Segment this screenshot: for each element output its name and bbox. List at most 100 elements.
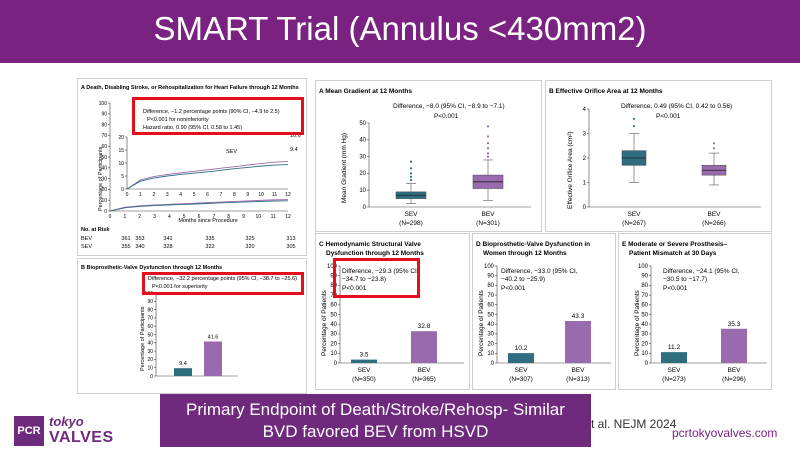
logo-word-tokyo: tokyo bbox=[49, 414, 84, 429]
a-main-y-tick-label: 10 bbox=[101, 198, 107, 204]
c-y-tick-label: 60 bbox=[330, 303, 337, 309]
mg-y-tick-label: 10 bbox=[359, 188, 366, 194]
panel-e-figure: E Moderate or Severe Prosthesis– Patient… bbox=[618, 233, 772, 390]
b-y-tick-label: 50 bbox=[147, 332, 153, 338]
panel-a-xlabel: Months since Procedure bbox=[178, 218, 237, 224]
e-bar-value: 35.3 bbox=[728, 321, 741, 328]
c-y-tick-label: 20 bbox=[330, 341, 337, 347]
panel-b-annot-1: Difference, −32.2 percentage points (95%… bbox=[148, 276, 297, 282]
d-y-tick-label: 10 bbox=[487, 351, 494, 357]
mg-y-tick-label: 40 bbox=[359, 138, 366, 144]
panel-a-annot-1: Difference, −1.2 percentage points (90% … bbox=[143, 109, 280, 115]
pcr-logo-badge: PCR bbox=[14, 416, 44, 446]
a-main-y-tick-label: 40 bbox=[101, 166, 107, 172]
e-y-tick-label: 100 bbox=[638, 264, 649, 270]
b-y-tick-label: 0 bbox=[150, 374, 153, 380]
d-y-tick-label: 100 bbox=[484, 264, 495, 270]
a-main-x-tick-label: 2 bbox=[138, 214, 141, 220]
website-url: pcrtokyovalves.com bbox=[672, 426, 778, 440]
mg-y-tick-label: 50 bbox=[359, 121, 366, 127]
mg-sev-label: SEV bbox=[404, 211, 418, 218]
eoa-y-tick-label: 3 bbox=[583, 131, 587, 137]
a-main-x-tick-label: 3 bbox=[153, 214, 156, 220]
pcr-tokyo-valves-logo: PCR tokyo VALVES bbox=[14, 414, 144, 446]
a-inset-x-tick-label: 9 bbox=[246, 192, 249, 198]
mg-bev-label: BEV bbox=[481, 211, 495, 218]
eoa-y-tick-label: 0 bbox=[583, 205, 587, 211]
citation-text: t al. NEJM 2024 bbox=[591, 417, 677, 431]
panel-d-sev-label: SEV bbox=[514, 367, 528, 374]
mg-outlier bbox=[409, 160, 413, 163]
panel-a-svg: A Death, Disabling Stroke, or Rehospital… bbox=[81, 85, 301, 250]
b-y-tick-label: 20 bbox=[147, 357, 153, 363]
panel-e-annot-2: −30.5 to −17.7) bbox=[663, 276, 707, 283]
eoa-ylabel: Effective Orifice Area (cm²) bbox=[567, 131, 574, 209]
eoa-outlier bbox=[632, 125, 636, 128]
a-main-x-tick-label: 10 bbox=[256, 214, 262, 220]
panel-e-bev-n: (N=296) bbox=[722, 376, 746, 383]
mg-outlier bbox=[486, 142, 490, 145]
b-y-tick-label: 70 bbox=[147, 316, 153, 322]
panel-e-sev-label: SEV bbox=[667, 367, 681, 374]
mg-outlier bbox=[409, 179, 413, 182]
e-y-tick-label: 20 bbox=[641, 341, 648, 347]
mg-outlier bbox=[486, 147, 490, 150]
panel-b-bar-figure: B Bioprosthetic-Valve Dysfunction throug… bbox=[77, 258, 307, 394]
eoa-y-tick-label: 2 bbox=[583, 156, 587, 162]
a-inset-line-sev bbox=[126, 164, 289, 190]
mg-annot-2: P<0.001 bbox=[434, 113, 459, 120]
a-inset-x-tick-label: 8 bbox=[233, 192, 236, 198]
e-y-tick-label: 0 bbox=[645, 361, 649, 367]
d-y-tick-label: 90 bbox=[487, 274, 494, 280]
panel-c-bev-label: BEV bbox=[417, 367, 431, 374]
mg-outlier bbox=[486, 125, 490, 128]
a-main-x-tick-label: 1 bbox=[123, 214, 126, 220]
highlight-box-panel-b bbox=[142, 272, 304, 295]
e-y-tick-label: 70 bbox=[641, 293, 648, 299]
eoa-outlier bbox=[712, 147, 716, 150]
c-y-tick-label: 0 bbox=[334, 361, 338, 367]
a-inset-x-tick-label: 7 bbox=[220, 192, 223, 198]
a-main-x-tick-label: 5 bbox=[183, 214, 186, 220]
a-main-y-tick-label: 30 bbox=[101, 176, 107, 182]
a-main-line-sev bbox=[109, 200, 289, 212]
panel-c-annot-2: −34.7 to −23.8) bbox=[342, 276, 386, 283]
panel-a-sev-label: SEV bbox=[226, 149, 237, 155]
mean-gradient-svg: A Mean Gradient at 12 Months Difference,… bbox=[319, 88, 531, 227]
a-main-x-tick-label: 0 bbox=[109, 214, 112, 220]
mg-outlier bbox=[486, 135, 490, 138]
risk-bev-3: 335 bbox=[205, 236, 214, 242]
d-y-tick-label: 50 bbox=[487, 312, 494, 318]
e-y-tick-label: 60 bbox=[641, 303, 648, 309]
a-main-y-tick-label: 70 bbox=[101, 133, 107, 139]
b-bar-sev bbox=[174, 368, 192, 376]
panel-a-end-bev: 10.6 bbox=[290, 133, 301, 139]
panel-a-risk-sev-label: SEV bbox=[81, 244, 92, 250]
a-main-x-tick-label: 11 bbox=[271, 214, 276, 220]
eoa-sev-label: SEV bbox=[627, 211, 641, 218]
panel-d-figure: D Bioprosthetic-Valve Dysfunction in Wom… bbox=[472, 233, 616, 390]
e-y-tick-label: 40 bbox=[641, 322, 648, 328]
eoa-annot-1: Difference, 0.49 (95% CI, 0.42 to 0.56) bbox=[621, 103, 732, 110]
panel-d-annot-2: −40.2 to −25.9) bbox=[501, 276, 545, 283]
eoa-outlier bbox=[712, 142, 716, 145]
c-bar-value: 3.5 bbox=[359, 352, 368, 359]
panel-a-km-figure: A Death, Disabling Stroke, or Rehospital… bbox=[77, 78, 307, 256]
a-inset-line-bev bbox=[126, 160, 289, 190]
b-y-tick-label: 10 bbox=[147, 366, 153, 372]
risk-bev-2: 341 bbox=[163, 236, 172, 242]
b-bar-value: 9.4 bbox=[179, 361, 187, 367]
a-main-x-tick-label: 4 bbox=[168, 214, 171, 220]
mg-y-tick-label: 20 bbox=[359, 171, 366, 177]
summary-banner: Primary Endpoint of Death/Stroke/Rehosp-… bbox=[160, 394, 591, 447]
summary-line-1: Primary Endpoint of Death/Stroke/Rehosp-… bbox=[186, 400, 565, 419]
mean-gradient-figure: A Mean Gradient at 12 Months Difference,… bbox=[315, 80, 542, 232]
a-inset-y-tick-label: 15 bbox=[118, 148, 124, 154]
e-y-tick-label: 30 bbox=[641, 332, 648, 338]
d-bar-value: 10.2 bbox=[515, 345, 528, 352]
panel-e-svg: E Moderate or Severe Prosthesis– Patient… bbox=[622, 241, 767, 383]
eoa-y-tick-label: 1 bbox=[583, 180, 587, 186]
c-bar-sev bbox=[351, 359, 377, 363]
panel-d-title-2: Women through 12 Months bbox=[483, 250, 567, 257]
panel-c-annot-1: Difference, −29.3 (95% CI, bbox=[342, 268, 419, 275]
